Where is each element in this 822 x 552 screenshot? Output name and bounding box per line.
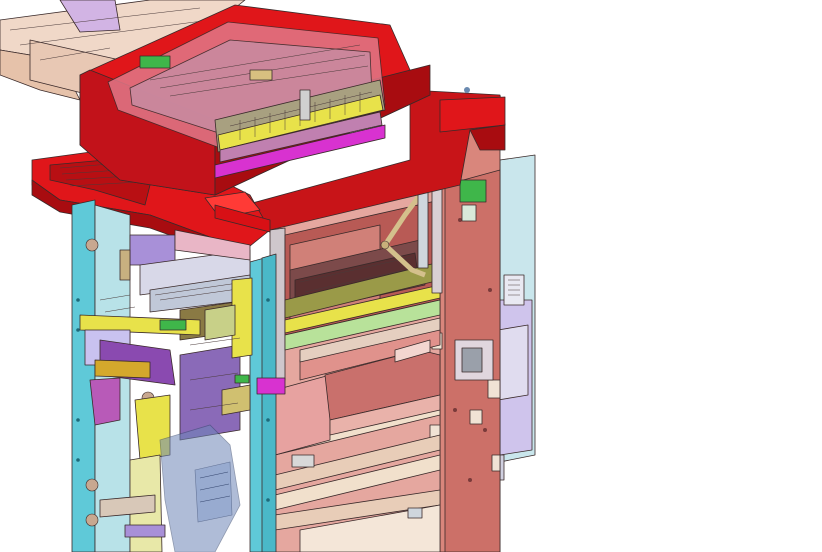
document-feeder-housing [79,4,431,196]
transfer-area-panels [274,324,441,456]
rear-side-panel [493,154,536,481]
feeder-output-tray [0,0,246,101]
imaging-unit-window [269,174,494,386]
paper-feed-mechanism [79,229,286,552]
